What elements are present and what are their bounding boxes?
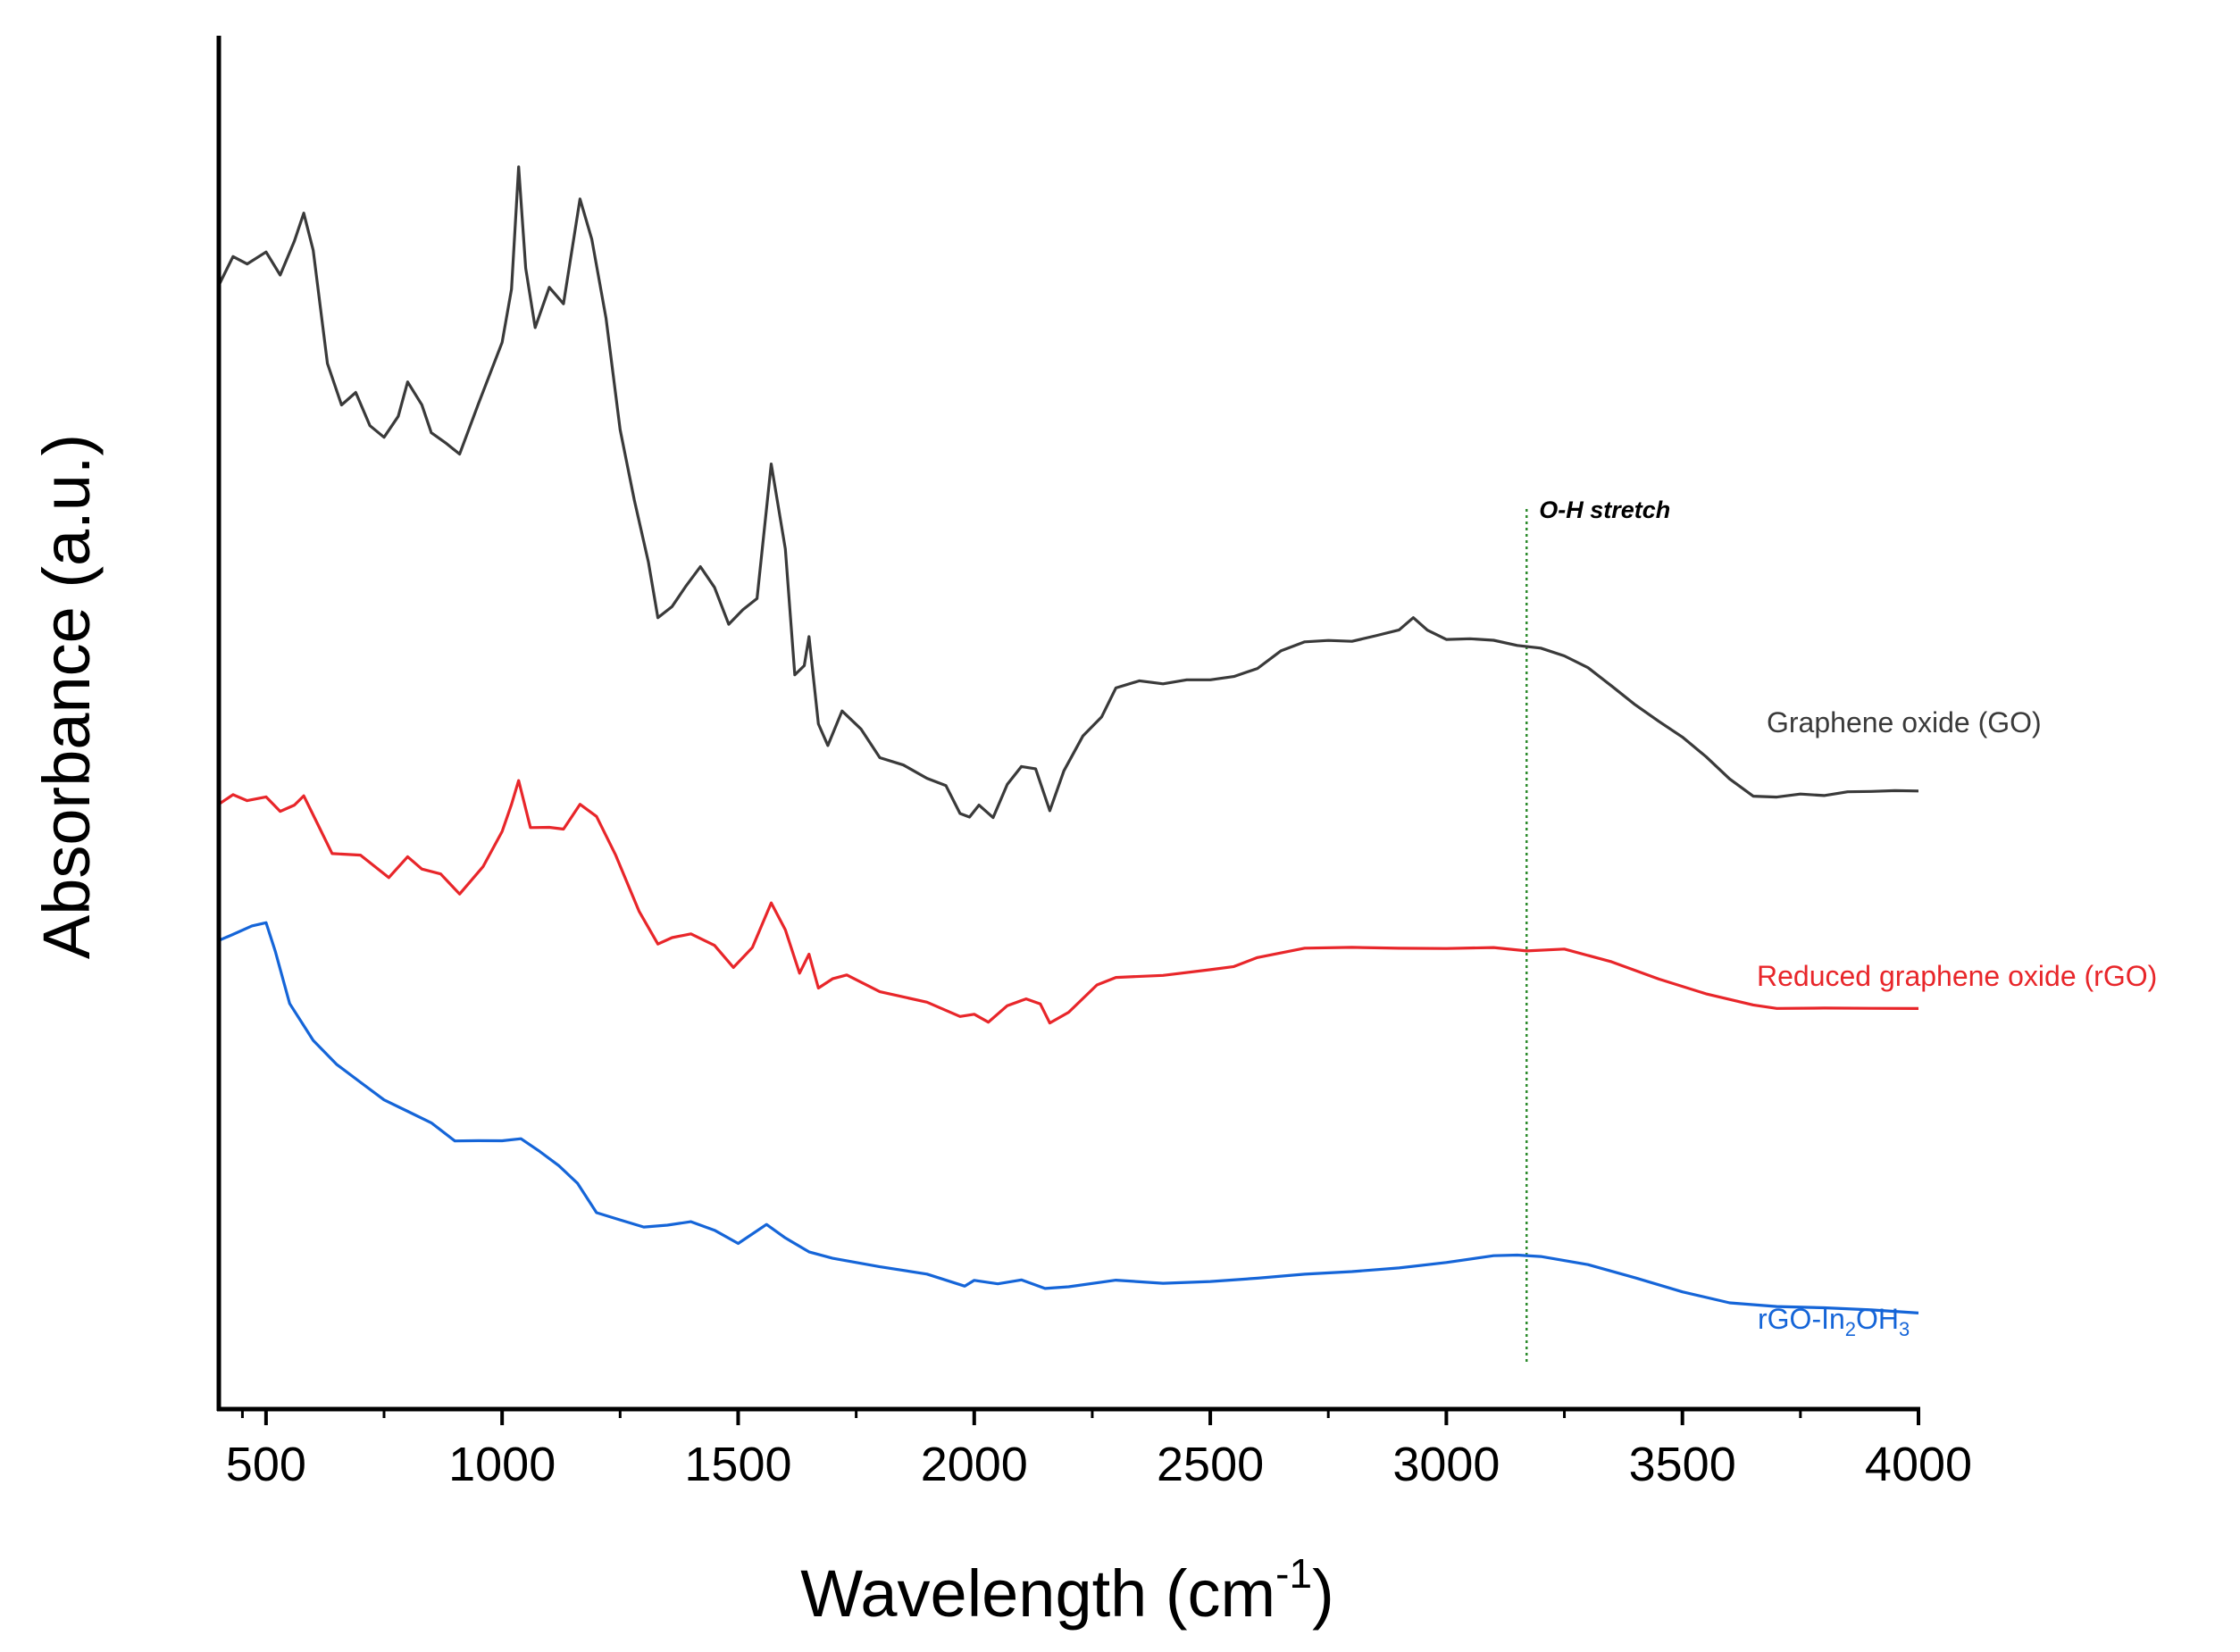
x-ticks: 500 1000 1500 2000 2500 3000 3500 4000 <box>226 1409 1972 1491</box>
series-label-1: Reduced graphene oxide (rGO) <box>1757 960 2157 992</box>
x-axis-title: Wavelength (cm-1) <box>800 1550 1333 1631</box>
series-line-0 <box>217 165 1919 820</box>
series-line-2 <box>218 921 1919 1314</box>
oh-stretch-label: O-H stretch <box>1539 496 1670 523</box>
label-subscript: 2 <box>1845 1318 1856 1340</box>
x-tick-label: 2500 <box>1157 1438 1264 1491</box>
label-text: Graphene oxide (GO) <box>1767 706 2042 738</box>
x-tick-label: 4000 <box>1865 1438 1972 1491</box>
x-tick-label: 1000 <box>448 1438 556 1491</box>
x-axis-title-superscript: -1 <box>1275 1550 1312 1597</box>
label-subscript: 3 <box>1899 1318 1910 1340</box>
series-label-0: Graphene oxide (GO) <box>1767 706 2042 738</box>
series-layer <box>217 165 1919 1314</box>
x-tick-label: 1500 <box>684 1438 791 1491</box>
y-axis-title: Absorbance (a.u.) <box>29 434 104 959</box>
axes-layer: 500 1000 1500 2000 2500 3000 3500 4000 <box>216 36 1972 1491</box>
x-tick-label: 500 <box>226 1438 306 1491</box>
x-axis-title-main: Wavelength (cm <box>800 1556 1275 1631</box>
x-tick-label: 2000 <box>921 1438 1028 1491</box>
label-text: Reduced graphene oxide (rGO) <box>1757 960 2157 992</box>
x-tick-label: 3500 <box>1629 1438 1736 1491</box>
annotation-layer: O-H stretch <box>1525 496 1670 1362</box>
label-text: OH <box>1856 1303 1899 1335</box>
series-line-1 <box>218 779 1919 1025</box>
series-label-2: rGO-In2OH3 <box>1758 1303 1910 1340</box>
x-tick-label: 3000 <box>1392 1438 1500 1491</box>
series-labels: Graphene oxide (GO) Reduced graphene oxid… <box>1757 706 2157 1340</box>
label-text: rGO-In <box>1758 1303 1845 1335</box>
x-axis-title-close: ) <box>1312 1556 1334 1631</box>
